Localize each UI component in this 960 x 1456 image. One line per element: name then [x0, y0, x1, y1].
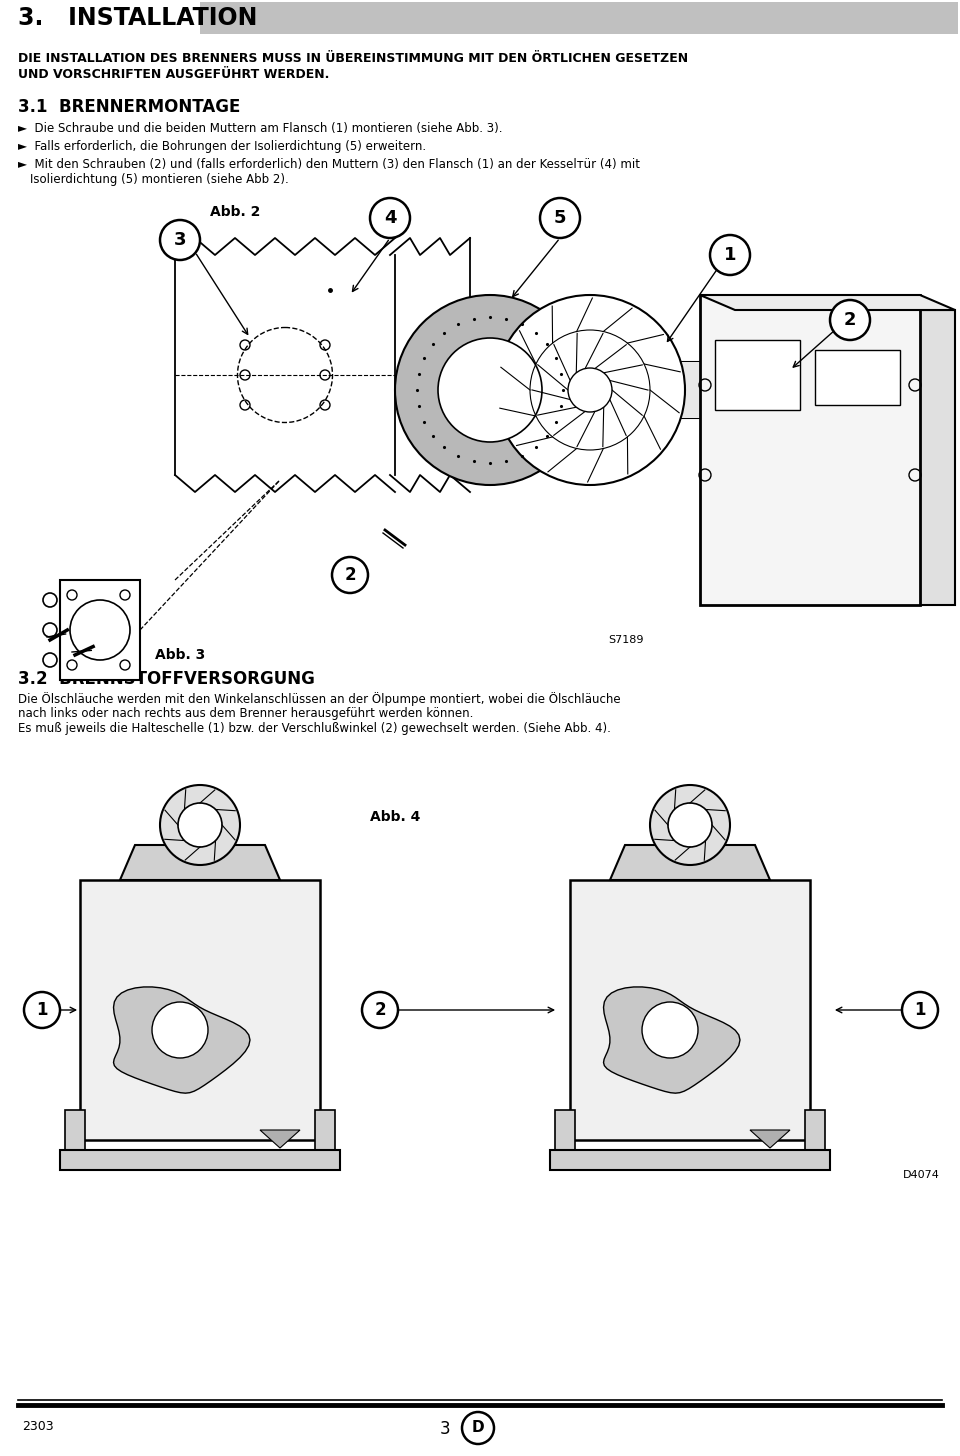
FancyBboxPatch shape — [80, 879, 320, 1140]
Text: Es muß jeweils die Halteschelle (1) bzw. der Verschlußwinkel (2) gewechselt werd: Es muß jeweils die Halteschelle (1) bzw.… — [18, 722, 611, 735]
Text: D4074: D4074 — [903, 1171, 940, 1179]
Text: 3: 3 — [440, 1420, 450, 1439]
Text: ►  Falls erforderlich, die Bohrungen der Isolierdichtung (5) erweitern.: ► Falls erforderlich, die Bohrungen der … — [18, 140, 426, 153]
Text: Abb. 3: Abb. 3 — [155, 648, 205, 662]
Text: Isolierdichtung (5) montieren (siehe Abb 2).: Isolierdichtung (5) montieren (siehe Abb… — [30, 173, 289, 186]
Circle shape — [332, 558, 368, 593]
Text: 3.2  BRENNSTOFFVERSORGUNG: 3.2 BRENNSTOFFVERSORGUNG — [18, 670, 315, 689]
Text: UND VORSCHRIFTEN AUSGEFÜHRT WERDEN.: UND VORSCHRIFTEN AUSGEFÜHRT WERDEN. — [18, 68, 329, 82]
Text: 1: 1 — [36, 1002, 48, 1019]
Circle shape — [438, 338, 542, 443]
Text: 3.1  BRENNERMONTAGE: 3.1 BRENNERMONTAGE — [18, 98, 240, 116]
FancyBboxPatch shape — [715, 341, 800, 411]
FancyBboxPatch shape — [920, 310, 955, 606]
FancyBboxPatch shape — [590, 363, 700, 418]
Polygon shape — [120, 844, 280, 879]
Circle shape — [568, 368, 612, 412]
Circle shape — [370, 198, 410, 237]
Circle shape — [642, 1002, 698, 1059]
FancyBboxPatch shape — [815, 349, 900, 405]
Circle shape — [362, 992, 398, 1028]
Circle shape — [395, 296, 585, 485]
FancyBboxPatch shape — [555, 1109, 575, 1150]
FancyBboxPatch shape — [200, 1, 958, 33]
Circle shape — [152, 1002, 208, 1059]
Circle shape — [495, 296, 685, 485]
Polygon shape — [700, 296, 955, 310]
Polygon shape — [113, 987, 250, 1093]
FancyBboxPatch shape — [570, 879, 810, 1140]
Text: Abb. 2: Abb. 2 — [210, 205, 260, 218]
Text: 5: 5 — [554, 210, 566, 227]
Text: ►  Mit den Schrauben (2) und (falls erforderlich) den Muttern (3) den Flansch (1: ► Mit den Schrauben (2) und (falls erfor… — [18, 159, 640, 170]
FancyBboxPatch shape — [315, 1109, 335, 1150]
Text: DIE INSTALLATION DES BRENNERS MUSS IN ÜBEREINSTIMMUNG MIT DEN ÖRTLICHEN GESETZEN: DIE INSTALLATION DES BRENNERS MUSS IN ÜB… — [18, 52, 688, 66]
Text: S7189: S7189 — [608, 635, 643, 645]
Circle shape — [160, 220, 200, 261]
Circle shape — [24, 992, 60, 1028]
Circle shape — [650, 785, 730, 865]
FancyBboxPatch shape — [60, 579, 140, 680]
Text: 2: 2 — [374, 1002, 386, 1019]
Circle shape — [830, 300, 870, 341]
Text: 2: 2 — [345, 566, 356, 584]
Text: 2303: 2303 — [22, 1420, 54, 1433]
Text: Die Ölschläuche werden mit den Winkelanschlüssen an der Ölpumpe montiert, wobei : Die Ölschläuche werden mit den Winkelans… — [18, 692, 620, 706]
Circle shape — [462, 1412, 494, 1444]
Polygon shape — [610, 844, 770, 879]
Circle shape — [160, 785, 240, 865]
Text: 2: 2 — [844, 312, 856, 329]
Circle shape — [178, 804, 222, 847]
Polygon shape — [260, 1130, 300, 1147]
Text: 3.   INSTALLATION: 3. INSTALLATION — [18, 6, 257, 31]
FancyBboxPatch shape — [700, 296, 920, 606]
Circle shape — [902, 992, 938, 1028]
Circle shape — [540, 198, 580, 237]
FancyBboxPatch shape — [805, 1109, 825, 1150]
Text: 3: 3 — [174, 232, 186, 249]
Text: Abb. 4: Abb. 4 — [370, 810, 420, 824]
Text: D: D — [471, 1421, 484, 1436]
Polygon shape — [604, 987, 740, 1093]
FancyBboxPatch shape — [60, 1150, 340, 1171]
FancyBboxPatch shape — [65, 1109, 85, 1150]
Text: 1: 1 — [914, 1002, 925, 1019]
Text: nach links oder nach rechts aus dem Brenner herausgeführt werden können.: nach links oder nach rechts aus dem Bren… — [18, 708, 473, 721]
Circle shape — [668, 804, 712, 847]
Text: ►  Die Schraube und die beiden Muttern am Flansch (1) montieren (siehe Abb. 3).: ► Die Schraube und die beiden Muttern am… — [18, 122, 502, 135]
FancyBboxPatch shape — [550, 1150, 830, 1171]
Polygon shape — [750, 1130, 790, 1147]
Circle shape — [710, 234, 750, 275]
Text: 4: 4 — [384, 210, 396, 227]
Text: 1: 1 — [724, 246, 736, 264]
